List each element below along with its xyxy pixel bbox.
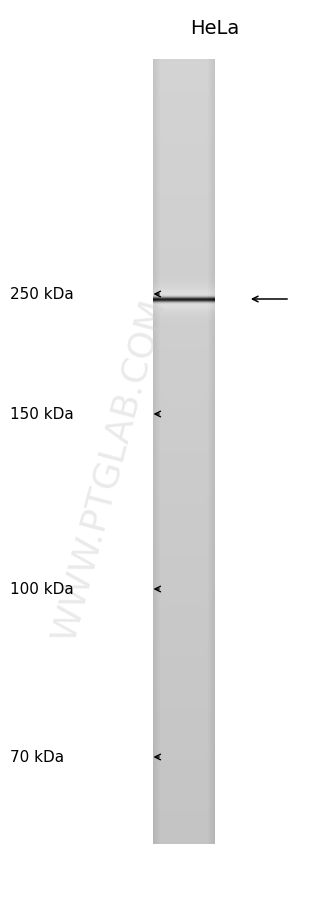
Text: WWW.PTGLAB.COM: WWW.PTGLAB.COM	[47, 294, 171, 644]
Text: 250 kDa: 250 kDa	[10, 287, 74, 302]
Text: HeLa: HeLa	[190, 18, 240, 38]
Text: 100 kDa: 100 kDa	[10, 582, 74, 597]
Text: 150 kDa: 150 kDa	[10, 407, 74, 422]
Text: 70 kDa: 70 kDa	[10, 750, 64, 765]
